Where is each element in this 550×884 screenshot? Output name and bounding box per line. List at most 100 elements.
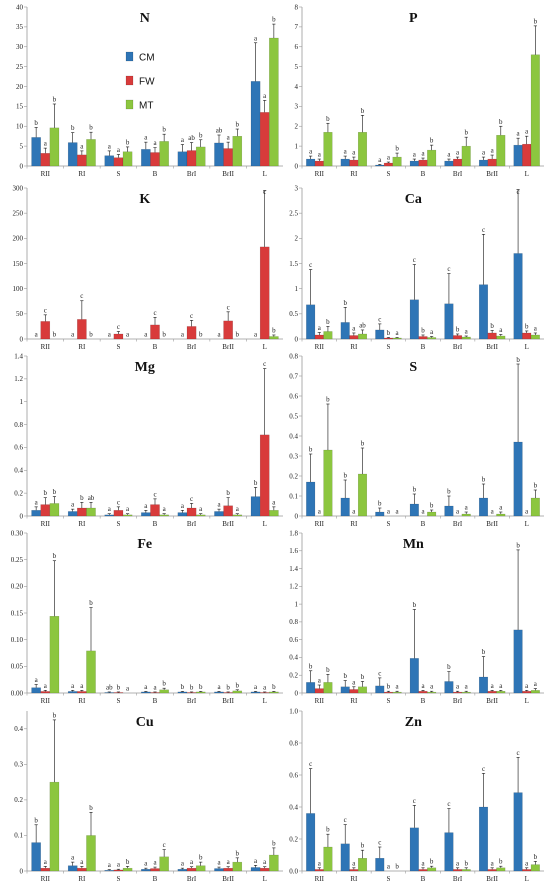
bar-cm: [375, 511, 385, 517]
bar-fw: [314, 869, 324, 872]
bar-fw: [487, 332, 497, 340]
bar-cm: [141, 869, 151, 872]
y-tick-label: 1.2: [14, 375, 23, 383]
bar-mt: [357, 333, 368, 340]
significance-label: b: [499, 858, 503, 866]
panel-title: Mn: [403, 537, 424, 552]
significance-label: a: [430, 683, 434, 691]
significance-label: a: [80, 682, 84, 690]
y-tick-label: 0.2: [14, 796, 23, 804]
y-tick-label: 0.25: [11, 556, 24, 564]
significance-label: b: [534, 482, 538, 490]
y-tick-label: 1: [295, 285, 299, 293]
significance-label: a: [181, 860, 185, 868]
x-tick-label: RII: [41, 343, 51, 351]
significance-label: b: [80, 494, 84, 502]
bar-mt: [49, 781, 60, 872]
significance-label: ab: [216, 126, 223, 134]
significance-label: b: [361, 842, 365, 850]
significance-label: a: [126, 685, 130, 693]
bar-cm: [513, 144, 523, 167]
x-tick-label: L: [525, 875, 529, 883]
significance-label: a: [227, 134, 231, 142]
significance-label: a: [263, 92, 267, 100]
significance-label: b: [53, 488, 57, 496]
legend-swatch-cm: [125, 51, 134, 62]
x-tick-label: BrI: [453, 343, 463, 351]
significance-label: c: [80, 292, 83, 300]
significance-label: b: [447, 488, 451, 496]
legend-label-mt: MT: [139, 101, 153, 112]
bar-cm: [306, 682, 316, 694]
x-tick-label: L: [525, 343, 529, 351]
x-tick-label: B: [421, 520, 426, 528]
y-tick-label: 0.6: [289, 392, 298, 400]
y-tick-label: 2.5: [289, 209, 298, 217]
bar-cm: [177, 151, 188, 167]
bar-mt: [461, 869, 471, 872]
bar-fw: [150, 692, 160, 694]
bar-cm: [513, 441, 523, 517]
y-tick-label: 0.15: [11, 609, 24, 617]
bar-cm: [409, 827, 419, 872]
x-tick-label: BrI: [187, 170, 197, 178]
bar-fw: [418, 869, 428, 872]
bar-fw: [453, 691, 463, 694]
significance-label: a: [517, 130, 521, 138]
significance-label: c: [447, 265, 450, 273]
significance-label: b: [430, 137, 434, 145]
bar-cm: [409, 658, 419, 694]
bar-fw: [349, 335, 359, 340]
x-tick-label: RII: [315, 520, 325, 528]
significance-label: a: [465, 504, 469, 512]
y-tick-label: 0.4: [289, 432, 298, 440]
significance-label: b: [482, 648, 486, 656]
significance-label: b: [361, 673, 365, 681]
bar-fw: [150, 868, 160, 872]
significance-label: a: [44, 682, 48, 690]
panel-s: 00.10.20.30.40.50.60.70.8SRIIbabRIbabSba…: [289, 352, 544, 528]
y-tick-label: 0.3: [14, 761, 23, 769]
bar-cm: [31, 687, 41, 694]
bar-mt: [392, 691, 402, 694]
significance-label: a: [153, 859, 157, 867]
significance-label: a: [153, 683, 157, 691]
significance-label: b: [53, 331, 57, 339]
significance-label: a: [318, 508, 322, 516]
significance-label: c: [153, 490, 156, 498]
significance-label: a: [318, 859, 322, 867]
bar-cm: [141, 512, 151, 517]
y-tick-label: 3: [295, 184, 299, 192]
significance-label: b: [126, 858, 130, 866]
x-tick-label: L: [525, 170, 529, 178]
bar-mt: [461, 336, 471, 340]
significance-label: b: [361, 107, 365, 115]
legend-label-cm: CM: [139, 53, 155, 64]
bar-mt: [357, 132, 368, 167]
significance-label: b: [326, 826, 330, 834]
bar-mt: [86, 650, 96, 694]
bar-cm: [444, 681, 454, 694]
significance-label: a: [126, 331, 130, 339]
y-tick-label: 25: [16, 63, 24, 71]
bar-mt: [195, 865, 206, 872]
significance-label: b: [456, 325, 460, 333]
bar-mt: [496, 691, 506, 694]
bar-mt: [323, 331, 333, 340]
x-tick-label: L: [263, 170, 267, 178]
bar-fw: [77, 319, 87, 340]
y-tick-label: 0.8: [14, 421, 23, 429]
significance-label: b: [490, 322, 494, 330]
bar-cm: [513, 629, 523, 694]
significance-label: b: [309, 446, 313, 454]
x-tick-label: S: [386, 170, 390, 178]
bar-cm: [375, 685, 385, 694]
bar-cm: [340, 686, 350, 694]
significance-label: b: [343, 472, 347, 480]
significance-label: a: [482, 149, 486, 157]
significance-label: a: [318, 151, 322, 159]
x-tick-label: BrII: [486, 697, 498, 705]
significance-label: a: [456, 859, 460, 867]
significance-label: c: [517, 188, 520, 196]
significance-label: b: [71, 124, 75, 132]
